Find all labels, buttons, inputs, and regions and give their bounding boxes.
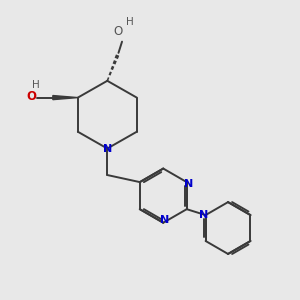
Text: N: N <box>103 143 112 154</box>
Text: N: N <box>160 215 169 225</box>
Text: N: N <box>199 210 208 220</box>
Text: H: H <box>32 80 39 90</box>
Text: O: O <box>26 91 36 103</box>
Text: O: O <box>114 25 123 38</box>
Text: N: N <box>184 178 193 189</box>
Polygon shape <box>53 95 78 100</box>
Text: H: H <box>126 16 134 27</box>
